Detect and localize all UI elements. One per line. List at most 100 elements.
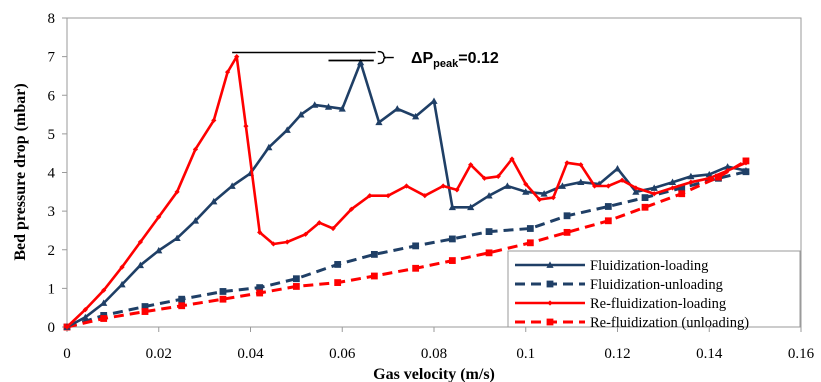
data-point [613, 165, 622, 172]
data-point [454, 187, 460, 193]
data-point [503, 182, 511, 189]
data-point [191, 217, 200, 224]
data-point [211, 117, 217, 123]
data-point [174, 189, 180, 195]
legend-label: Re-fluidization-loading [590, 296, 726, 312]
data-point [316, 220, 322, 226]
data-point [228, 182, 236, 189]
data-point [526, 225, 534, 232]
data-point [393, 105, 401, 112]
legend-item-0: Fluidization-loading [515, 258, 708, 274]
data-point [448, 235, 456, 243]
data-point [292, 275, 300, 283]
data-point [742, 166, 750, 174]
y-tick-label-3: 3 [48, 204, 56, 220]
data-point [563, 228, 571, 236]
data-point [669, 185, 676, 191]
legend-box [507, 250, 801, 328]
legend: Fluidization-loading Fluidization-unloadi… [507, 250, 801, 331]
data-point [370, 250, 378, 258]
legend-swatch-marker [546, 261, 554, 268]
legend-item-1: Fluidization-unloading [515, 277, 723, 293]
data-point [577, 178, 585, 186]
data-point [334, 261, 342, 268]
y-tick-label-0: 0 [48, 320, 56, 336]
data-point [357, 58, 365, 66]
data-point [338, 105, 346, 112]
data-point [119, 264, 125, 270]
x-tick-label-6: 0.12 [604, 346, 630, 362]
data-point [536, 196, 543, 203]
data-point [485, 192, 493, 199]
y-tick-label-5: 5 [48, 127, 56, 143]
peak-bracket [377, 50, 387, 65]
data-point [311, 101, 319, 108]
data-point [155, 246, 163, 254]
data-point [743, 160, 749, 166]
data-point [234, 54, 240, 60]
data-point [725, 167, 731, 174]
legend-label: Re-fluidization (unloading) [590, 315, 749, 331]
data-point [283, 126, 291, 133]
legend-item-3: Re-fluidization (unloading) [515, 315, 749, 331]
data-point [330, 225, 336, 232]
y-tick-label-6: 6 [48, 88, 56, 104]
series-layer [63, 54, 750, 331]
data-point [412, 242, 420, 250]
data-point [375, 118, 383, 126]
series-line [66, 55, 747, 328]
data-point [678, 184, 686, 192]
data-point [243, 123, 249, 129]
data-point [284, 239, 290, 245]
data-point [257, 229, 263, 235]
data-point [619, 177, 625, 183]
data-point [440, 183, 446, 189]
data-point [292, 283, 300, 290]
x-tick-label-0: 0 [63, 346, 71, 362]
data-point [523, 181, 529, 187]
data-point [210, 197, 218, 205]
peak-label: ΔPpeak=0.12 [411, 50, 499, 70]
data-point [522, 188, 530, 195]
x-tick-label-8: 0.16 [788, 346, 815, 362]
data-point [706, 175, 712, 181]
data-point [82, 307, 88, 313]
data-point [495, 173, 501, 179]
x-tick-label-2: 0.04 [237, 346, 264, 362]
y-axis: 0 1 2 3 4 5 6 7 8 [48, 11, 67, 336]
data-point [173, 234, 181, 242]
data-point [641, 194, 649, 202]
data-point [118, 280, 126, 288]
data-point [563, 212, 571, 220]
data-point [385, 193, 391, 199]
y-tick-label-1: 1 [48, 281, 56, 297]
data-point [650, 184, 658, 191]
data-point [485, 228, 493, 235]
data-point [302, 231, 309, 237]
data-point [334, 279, 342, 286]
data-point [481, 175, 488, 181]
data-point [219, 295, 227, 303]
x-tick-label-5: 0.1 [516, 346, 535, 362]
legend-swatch-marker [546, 318, 554, 326]
data-point [192, 146, 199, 152]
data-point [540, 190, 548, 197]
data-point [367, 193, 373, 199]
data-point [724, 163, 732, 170]
data-point [256, 289, 264, 297]
data-point [270, 241, 277, 247]
data-point [468, 162, 474, 168]
data-point [632, 188, 640, 195]
data-point [688, 179, 694, 185]
data-point [633, 185, 639, 191]
data-point [550, 195, 556, 201]
data-point [641, 203, 649, 211]
data-point [137, 239, 143, 245]
data-point [509, 156, 515, 162]
data-point [668, 178, 677, 186]
data-point [604, 217, 612, 225]
data-point [412, 264, 420, 272]
y-axis-title: Bed pressure drop (mbar) [12, 83, 29, 260]
data-point [265, 143, 273, 151]
data-point [651, 191, 657, 197]
